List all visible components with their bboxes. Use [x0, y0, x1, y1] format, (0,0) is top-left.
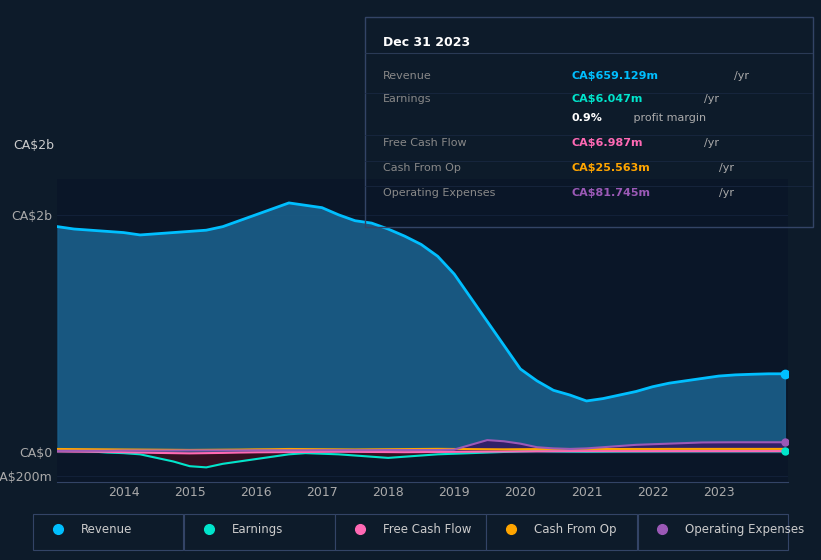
Text: Dec 31 2023: Dec 31 2023 — [383, 36, 470, 49]
Text: CA$6.987m: CA$6.987m — [571, 138, 643, 148]
Text: Cash From Op: Cash From Op — [383, 163, 461, 173]
Text: /yr: /yr — [734, 71, 749, 81]
FancyBboxPatch shape — [335, 514, 486, 550]
Text: profit margin: profit margin — [631, 113, 706, 123]
Text: Revenue: Revenue — [383, 71, 432, 81]
Text: Revenue: Revenue — [80, 522, 132, 536]
Text: /yr: /yr — [704, 94, 719, 104]
Text: /yr: /yr — [719, 163, 734, 173]
FancyBboxPatch shape — [33, 514, 183, 550]
Text: CA$25.563m: CA$25.563m — [571, 163, 650, 173]
Text: /yr: /yr — [719, 188, 734, 198]
Text: CA$659.129m: CA$659.129m — [571, 71, 658, 81]
Text: /yr: /yr — [704, 138, 719, 148]
Text: Free Cash Flow: Free Cash Flow — [383, 138, 467, 148]
Text: CA$81.745m: CA$81.745m — [571, 188, 650, 198]
FancyBboxPatch shape — [486, 514, 637, 550]
Text: Earnings: Earnings — [383, 94, 432, 104]
Text: Free Cash Flow: Free Cash Flow — [383, 522, 471, 536]
Text: CA$6.047m: CA$6.047m — [571, 94, 643, 104]
Text: CA$2b: CA$2b — [14, 139, 55, 152]
FancyBboxPatch shape — [184, 514, 335, 550]
Text: Operating Expenses: Operating Expenses — [383, 188, 496, 198]
Text: Earnings: Earnings — [232, 522, 283, 536]
FancyBboxPatch shape — [638, 514, 788, 550]
Text: Operating Expenses: Operating Expenses — [686, 522, 805, 536]
Text: Cash From Op: Cash From Op — [534, 522, 617, 536]
Text: 0.9%: 0.9% — [571, 113, 602, 123]
